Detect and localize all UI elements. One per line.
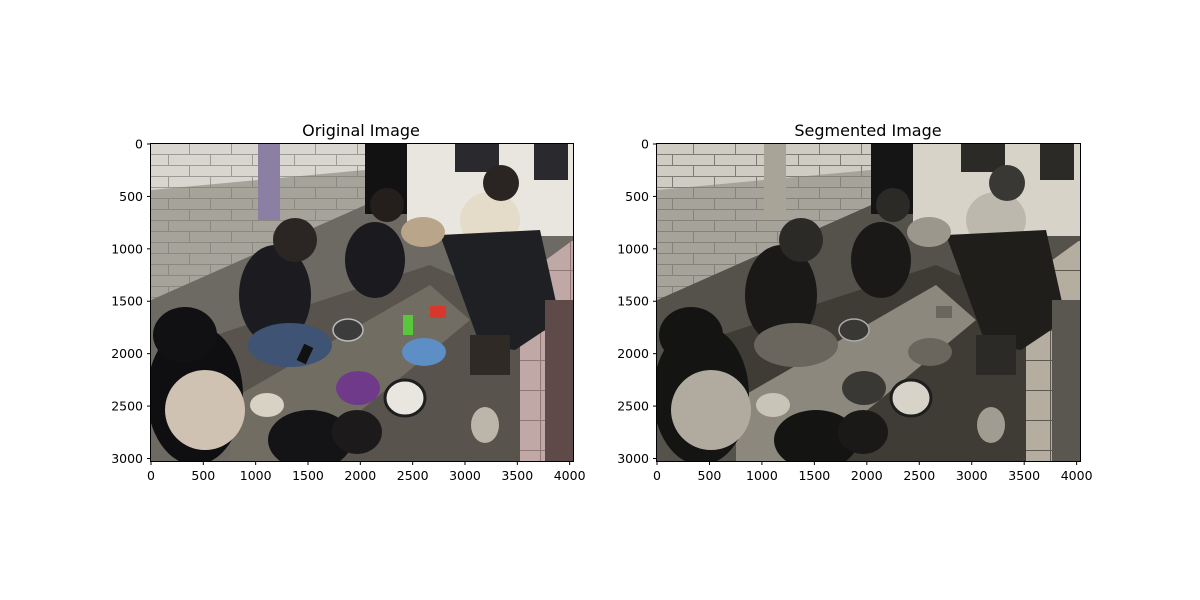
x-tick-label: 1500 xyxy=(292,468,324,483)
plot-frame xyxy=(656,143,1081,462)
y-tick-label: 0 xyxy=(641,137,649,152)
x-tick-label: 3500 xyxy=(501,468,533,483)
x-tick-label: 1000 xyxy=(746,468,778,483)
plot-frame xyxy=(150,143,574,462)
y-tick-label: 2000 xyxy=(111,346,143,361)
x-tick-label: 1500 xyxy=(798,468,830,483)
y-tick-label: 1500 xyxy=(617,294,649,309)
x-tick-label: 500 xyxy=(191,468,215,483)
y-tick-label: 1000 xyxy=(111,241,143,256)
y-tick-label: 2500 xyxy=(111,399,143,414)
original-photo xyxy=(151,144,573,461)
x-tick-label: 4000 xyxy=(1061,468,1093,483)
y-tick-label: 0 xyxy=(135,137,143,152)
y-tick-label: 1500 xyxy=(111,294,143,309)
chart-title: Segmented Image xyxy=(794,121,941,140)
original-image-panel: Original Image xyxy=(111,121,585,483)
segmented-image-panel: Segmented Image xyxy=(617,121,1092,483)
chart-title: Original Image xyxy=(302,121,420,140)
x-tick-label: 4000 xyxy=(554,468,586,483)
y-tick-label: 500 xyxy=(625,189,649,204)
x-tick-label: 2000 xyxy=(851,468,883,483)
x-tick-label: 3000 xyxy=(956,468,988,483)
y-tick-label: 3000 xyxy=(617,451,649,466)
x-axis: 0 500 1000 1500 2000 2500 3000 3500 4000 xyxy=(147,461,586,483)
x-tick-label: 3500 xyxy=(1008,468,1040,483)
y-tick-label: 3000 xyxy=(111,451,143,466)
segmented-photo xyxy=(657,144,1080,461)
x-tick-label: 0 xyxy=(653,468,661,483)
x-tick-label: 500 xyxy=(698,468,722,483)
x-tick-label: 0 xyxy=(147,468,155,483)
x-tick-label: 3000 xyxy=(449,468,481,483)
y-tick-label: 1000 xyxy=(617,241,649,256)
y-tick-label: 500 xyxy=(119,189,143,204)
x-tick-label: 1000 xyxy=(240,468,272,483)
x-tick-label: 2500 xyxy=(397,468,429,483)
x-tick-label: 2500 xyxy=(903,468,935,483)
x-tick-label: 2000 xyxy=(344,468,376,483)
y-tick-label: 2500 xyxy=(617,399,649,414)
y-axis: 0 500 1000 1500 2000 2500 3000 xyxy=(111,137,151,466)
x-axis: 0 500 1000 1500 2000 2500 3000 3500 4000 xyxy=(653,461,1093,483)
y-tick-label: 2000 xyxy=(617,346,649,361)
y-axis: 0 500 1000 1500 2000 2500 3000 xyxy=(617,137,657,466)
